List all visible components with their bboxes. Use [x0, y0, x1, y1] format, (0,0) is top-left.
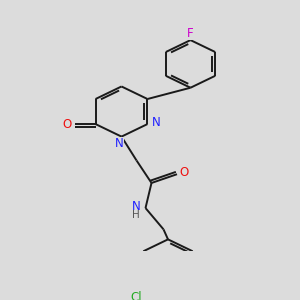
Text: N: N	[131, 200, 140, 213]
Text: F: F	[187, 27, 194, 40]
Text: O: O	[180, 167, 189, 179]
Text: O: O	[62, 118, 72, 130]
Text: N: N	[152, 116, 160, 129]
Text: H: H	[132, 210, 140, 220]
Text: Cl: Cl	[130, 291, 142, 300]
Text: N: N	[115, 137, 124, 150]
